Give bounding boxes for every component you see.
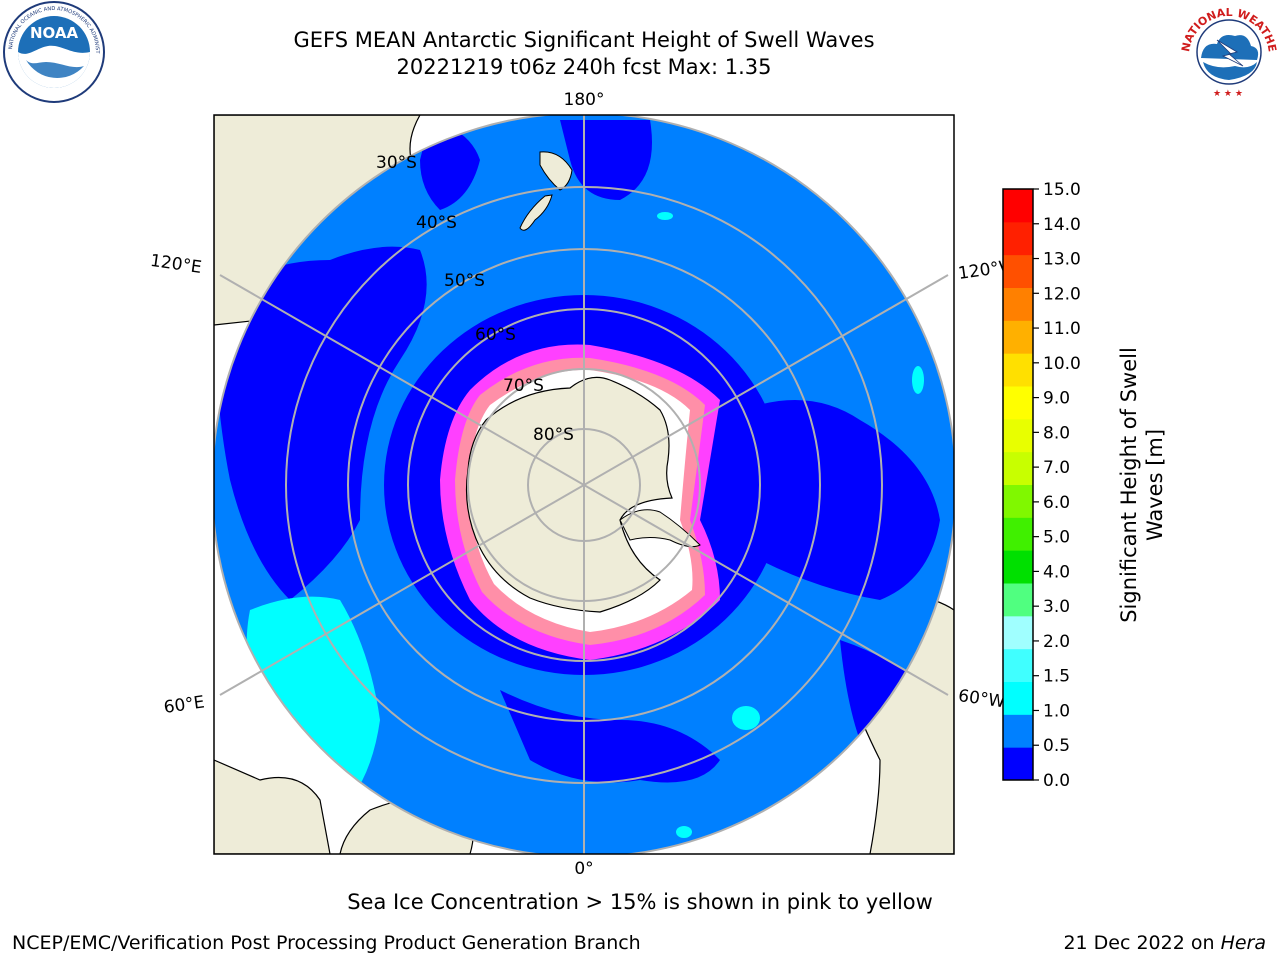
colorbar-tick-label: 13.0	[1043, 250, 1081, 270]
colorbar-tick-label: 1.5	[1043, 667, 1070, 687]
new-zealand	[519, 151, 573, 231]
lon-label-60e: 60°E	[163, 692, 206, 717]
colorbar-segment	[1003, 747, 1033, 781]
colorbar-tick-label: 14.0	[1043, 215, 1081, 235]
colorbar-frame	[1002, 188, 1034, 781]
colorbar-tick-label: 1.0	[1043, 701, 1070, 721]
lon-label-120e: 120°E	[149, 251, 203, 278]
colorbar-tick-label: 15.0	[1043, 180, 1081, 200]
colorbar-tick-label: 7.0	[1043, 458, 1070, 478]
antarctica-land	[465, 376, 673, 613]
lon-label-180: 180°	[564, 90, 605, 110]
colorbar-segment	[1003, 714, 1033, 748]
footer-host: Hera	[1220, 932, 1266, 954]
map-title-line2: 20221219 t06z 240h fcst Max: 1.35	[396, 55, 772, 79]
colorbar-tick-label: 3.0	[1043, 597, 1070, 617]
colorbar-segments	[1003, 189, 1033, 781]
colorbar-segment	[1003, 320, 1033, 354]
map-frame	[213, 114, 955, 855]
svg-text:★ ★ ★: ★ ★ ★	[1213, 89, 1243, 99]
map-title-line1: GEFS MEAN Antarctic Significant Height o…	[293, 28, 875, 52]
colorbar-segment	[1003, 517, 1033, 551]
footer-date-text: 21 Dec 2022 on	[1063, 932, 1221, 954]
colorbar-tick-label: 5.0	[1043, 528, 1070, 548]
colorbar-segment	[1003, 550, 1033, 584]
colorbar-segment	[1003, 583, 1033, 617]
colorbar-tick-label: 6.0	[1043, 493, 1070, 513]
footer-branch: NCEP/EMC/Verification Post Processing Pr…	[12, 932, 641, 954]
colorbar-ticks: 15.0 14.0 13.0 12.0 11.0 10.0 9.0 8.0 7.0 6.0 5.0 4…	[1033, 180, 1081, 791]
colorbar: 15.0 14.0 13.0 12.0 11.0 10.0 9.0 8.0 7.0 6.0 5.0 4…	[1002, 180, 1167, 791]
colorbar-segment	[1003, 386, 1033, 420]
colorbar-segment	[1003, 615, 1033, 650]
footer-date: 21 Dec 2022 on Hera	[1063, 932, 1266, 954]
colorbar-label-line2: Waves [m]	[1143, 429, 1167, 541]
colorbar-tick-label: 12.0	[1043, 284, 1081, 304]
swell-1.0-1.5-regions	[246, 212, 924, 838]
colorbar-tick-label: 9.0	[1043, 389, 1070, 409]
lat-label-60s: 60°S	[475, 325, 516, 345]
colorbar-tick-label: 0.5	[1043, 736, 1070, 756]
colorbar-segment	[1003, 648, 1033, 682]
graticule	[214, 115, 954, 854]
graticule-labels: 180° 120°E 120°W 60°E 60°W 0° 30°S 40°S …	[149, 90, 1017, 879]
colorbar-tick-label: 0.0	[1043, 771, 1070, 791]
colorbar-segment	[1003, 681, 1033, 715]
colorbar-segment	[1003, 418, 1033, 453]
colorbar-tick-label: 11.0	[1043, 319, 1081, 339]
colorbar-tick-label: 8.0	[1043, 423, 1070, 443]
colorbar-label-line1: Significant Height of Swell	[1117, 347, 1141, 623]
lat-label-70s: 70°S	[503, 376, 544, 396]
colorbar-segment	[1003, 451, 1033, 485]
lat-label-30s: 30°S	[376, 153, 417, 173]
colorbar-tick-label: 2.0	[1043, 632, 1070, 652]
lon-label-0: 0°	[574, 859, 593, 879]
nws-logo: NATIONAL WEATHER SERVICE ★ ★ ★	[1177, 0, 1279, 99]
colorbar-segment	[1003, 189, 1033, 223]
colorbar-segment	[1003, 353, 1033, 387]
lat-label-80s: 80°S	[533, 425, 574, 445]
colorbar-segment	[1003, 484, 1033, 518]
colorbar-tick-label: 4.0	[1043, 562, 1070, 582]
colorbar-segment	[1003, 254, 1033, 288]
noaa-logo-text: NOAA	[30, 24, 79, 42]
noaa-logo: NOAA NATIONAL OCEANIC AND ATMOSPHERIC AD…	[2, 0, 105, 103]
lat-label-40s: 40°S	[416, 213, 457, 233]
lat-label-50s: 50°S	[444, 271, 485, 291]
sea-ice-caption: Sea Ice Concentration > 15% is shown in …	[347, 890, 933, 914]
colorbar-tick-label: 10.0	[1043, 354, 1081, 374]
colorbar-segment	[1003, 221, 1033, 256]
colorbar-segment	[1003, 287, 1033, 321]
